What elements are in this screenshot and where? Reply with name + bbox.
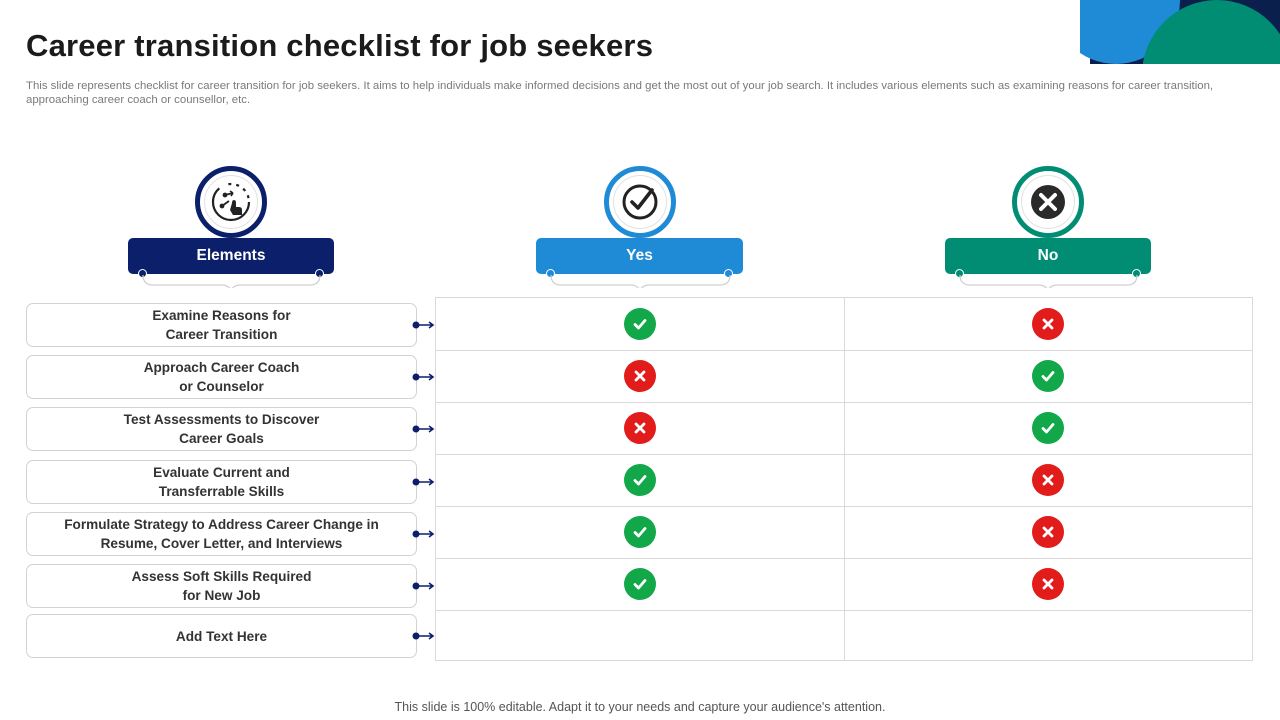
cross-icon bbox=[624, 360, 656, 392]
column-header-elements-label: Elements bbox=[196, 247, 266, 264]
element-row: Examine Reasons for Career Transition bbox=[26, 303, 417, 347]
yes-checkmark-icon bbox=[604, 166, 676, 238]
element-row-label: Add Text Here bbox=[175, 628, 268, 644]
slide-subtitle: This slide represents checklist for care… bbox=[26, 80, 1214, 106]
connector-arrow-icon bbox=[412, 582, 435, 590]
cross-icon bbox=[1032, 568, 1064, 600]
footer-note: This slide is 100% editable. Adapt it to… bbox=[394, 700, 886, 714]
element-row-label: Assess Soft Skills Required for New Job bbox=[131, 569, 312, 603]
elements-strategy-icon bbox=[195, 166, 267, 238]
column-header-no: No bbox=[945, 238, 1151, 278]
connector-arrow-icon bbox=[412, 478, 435, 486]
check-icon bbox=[624, 464, 656, 496]
column-header-elements: Elements bbox=[128, 238, 334, 278]
slide-title: Career transition checklist for job seek… bbox=[26, 28, 654, 63]
cross-icon bbox=[1032, 308, 1064, 340]
check-icon bbox=[1032, 412, 1064, 444]
element-row-label: Examine Reasons for Career Transition bbox=[152, 308, 291, 342]
column-header-yes-label: Yes bbox=[626, 247, 653, 264]
header-brace bbox=[550, 274, 731, 288]
corner-decoration bbox=[1080, 0, 1280, 64]
connector-arrow-icon bbox=[412, 373, 435, 381]
check-icon bbox=[624, 516, 656, 548]
cross-icon bbox=[1032, 464, 1064, 496]
checklist-table bbox=[435, 297, 1253, 661]
column-header-no-label: No bbox=[1037, 247, 1059, 264]
header-brace bbox=[142, 274, 321, 288]
connector-arrow-icon bbox=[412, 632, 435, 640]
element-row: Evaluate Current and Transferrable Skill… bbox=[26, 460, 417, 504]
cross-icon bbox=[1032, 516, 1064, 548]
header-brace bbox=[959, 274, 1138, 288]
column-header-yes: Yes bbox=[536, 238, 743, 278]
check-icon bbox=[624, 568, 656, 600]
no-cross-icon bbox=[1012, 166, 1084, 238]
element-row-label: Formulate Strategy to Address Career Cha… bbox=[64, 517, 379, 551]
connector-arrow-icon bbox=[412, 321, 435, 329]
element-row: Approach Career Coach or Counselor bbox=[26, 355, 417, 399]
element-row: Add Text Here bbox=[26, 614, 417, 658]
connector-arrow-icon bbox=[412, 425, 435, 433]
element-row-label: Evaluate Current and Transferrable Skill… bbox=[153, 465, 290, 499]
element-row: Formulate Strategy to Address Career Cha… bbox=[26, 512, 417, 556]
element-row-label: Approach Career Coach or Counselor bbox=[143, 360, 300, 394]
check-icon bbox=[1032, 360, 1064, 392]
connector-arrow-icon bbox=[412, 530, 435, 538]
element-row: Assess Soft Skills Required for New Job bbox=[26, 564, 417, 608]
element-row-label: Test Assessments to Discover Career Goal… bbox=[123, 412, 320, 446]
cross-icon bbox=[624, 412, 656, 444]
element-row: Test Assessments to Discover Career Goal… bbox=[26, 407, 417, 451]
check-icon bbox=[624, 308, 656, 340]
